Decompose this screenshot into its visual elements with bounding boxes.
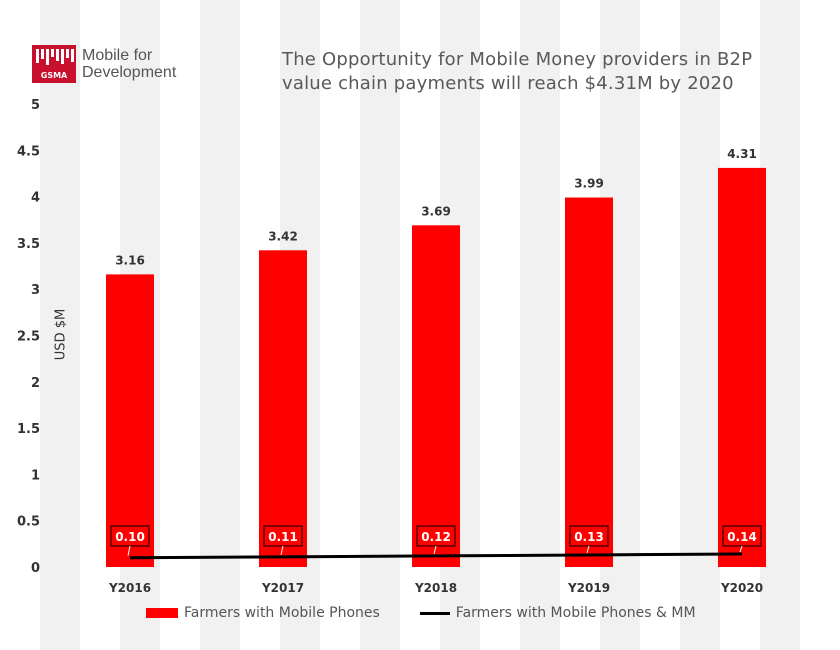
line-value-label-leader [586, 545, 590, 554]
x-axis-ticks: Y2016 Y2017 Y2018 Y2019 Y2020 [108, 581, 763, 595]
y-tick-label: 1 [31, 468, 40, 483]
y-tick-label: 3.5 [17, 237, 40, 252]
y-tick-label: 0.5 [17, 515, 40, 530]
y-tick-label: 5 [31, 98, 40, 113]
line-value-label-group: 0.10 [110, 525, 150, 556]
y-axis-ticks: 0 0.5 1 1.5 2 2.5 3 3.5 4 4.5 5 [17, 98, 40, 576]
y-tick-label: 4 [31, 191, 40, 206]
x-tick-label: Y2018 [414, 581, 457, 595]
bars [106, 167, 766, 568]
y-tick-label: 1.5 [17, 422, 40, 437]
logo-caption-line2: Development [82, 64, 177, 81]
legend-swatch-bar [146, 608, 178, 618]
bar-value-label: 3.42 [268, 229, 298, 243]
line-value-label-group: 0.13 [569, 525, 609, 554]
legend-label-bars: Farmers with Mobile Phones [184, 605, 380, 621]
x-tick-label: Y2016 [108, 581, 151, 595]
bar-value-label: 3.69 [421, 204, 451, 218]
line-value-label-group: 0.14 [722, 525, 762, 553]
y-tick-label: 3 [31, 283, 40, 298]
legend: Farmers with Mobile Phones Farmers with … [146, 605, 736, 621]
legend-item-line: Farmers with Mobile Phones & MM [419, 605, 696, 621]
x-tick-label: Y2020 [720, 581, 763, 595]
legend-item-bars: Farmers with Mobile Phones [146, 605, 380, 621]
line-value-label: 0.10 [115, 530, 145, 544]
y-tick-label: 2 [31, 376, 40, 391]
y-axis-label: USD $M [53, 308, 69, 361]
gsma-logo-text: GSMA [40, 71, 68, 80]
line-value-label-group: 0.11 [263, 525, 303, 555]
bar-value-label: 4.31 [727, 147, 757, 161]
gsma-logo: GSMA Mobile for Development [32, 44, 176, 84]
line-value-label: 0.13 [574, 530, 604, 544]
line-value-label-leader [433, 545, 437, 555]
legend-label-line: Farmers with Mobile Phones & MM [455, 605, 696, 621]
x-tick-label: Y2019 [567, 581, 610, 595]
bar [718, 167, 766, 568]
line-value-label: 0.12 [421, 530, 451, 544]
bar-value-labels: 3.16 3.42 3.69 3.99 4.31 [115, 147, 757, 267]
trend-line [129, 552, 743, 560]
gsma-logo-mark: GSMA [32, 45, 76, 83]
bar-value-label: 3.99 [574, 177, 604, 191]
line-value-label: 0.14 [727, 530, 757, 544]
bar [565, 197, 613, 567]
logo-caption-line1: Mobile for [82, 47, 153, 64]
logo-caption: Mobile for Development [82, 47, 176, 81]
y-axis-label-wrap: USD $M [54, 305, 69, 360]
line-value-label-leader [739, 545, 743, 553]
bar-value-label: 3.16 [115, 253, 145, 267]
bar [106, 274, 154, 567]
chart-title: The Opportunity for Mobile Money provide… [282, 49, 753, 94]
line-value-label-leader [280, 545, 284, 555]
line-value-label-leader [127, 545, 131, 556]
line-value-labels: 0.10 0.11 0.12 0.13 0.14 [110, 525, 762, 556]
x-tick-label: Y2017 [261, 581, 304, 595]
line-value-label: 0.11 [268, 530, 298, 544]
bar [412, 225, 460, 567]
trend-line-path [129, 552, 743, 560]
y-tick-label: 2.5 [17, 330, 40, 345]
legend-swatch-line [419, 611, 450, 615]
bar [259, 250, 307, 568]
y-tick-label: 0 [31, 561, 40, 576]
line-value-label-group: 0.12 [416, 525, 456, 555]
y-tick-label: 4.5 [17, 144, 40, 159]
